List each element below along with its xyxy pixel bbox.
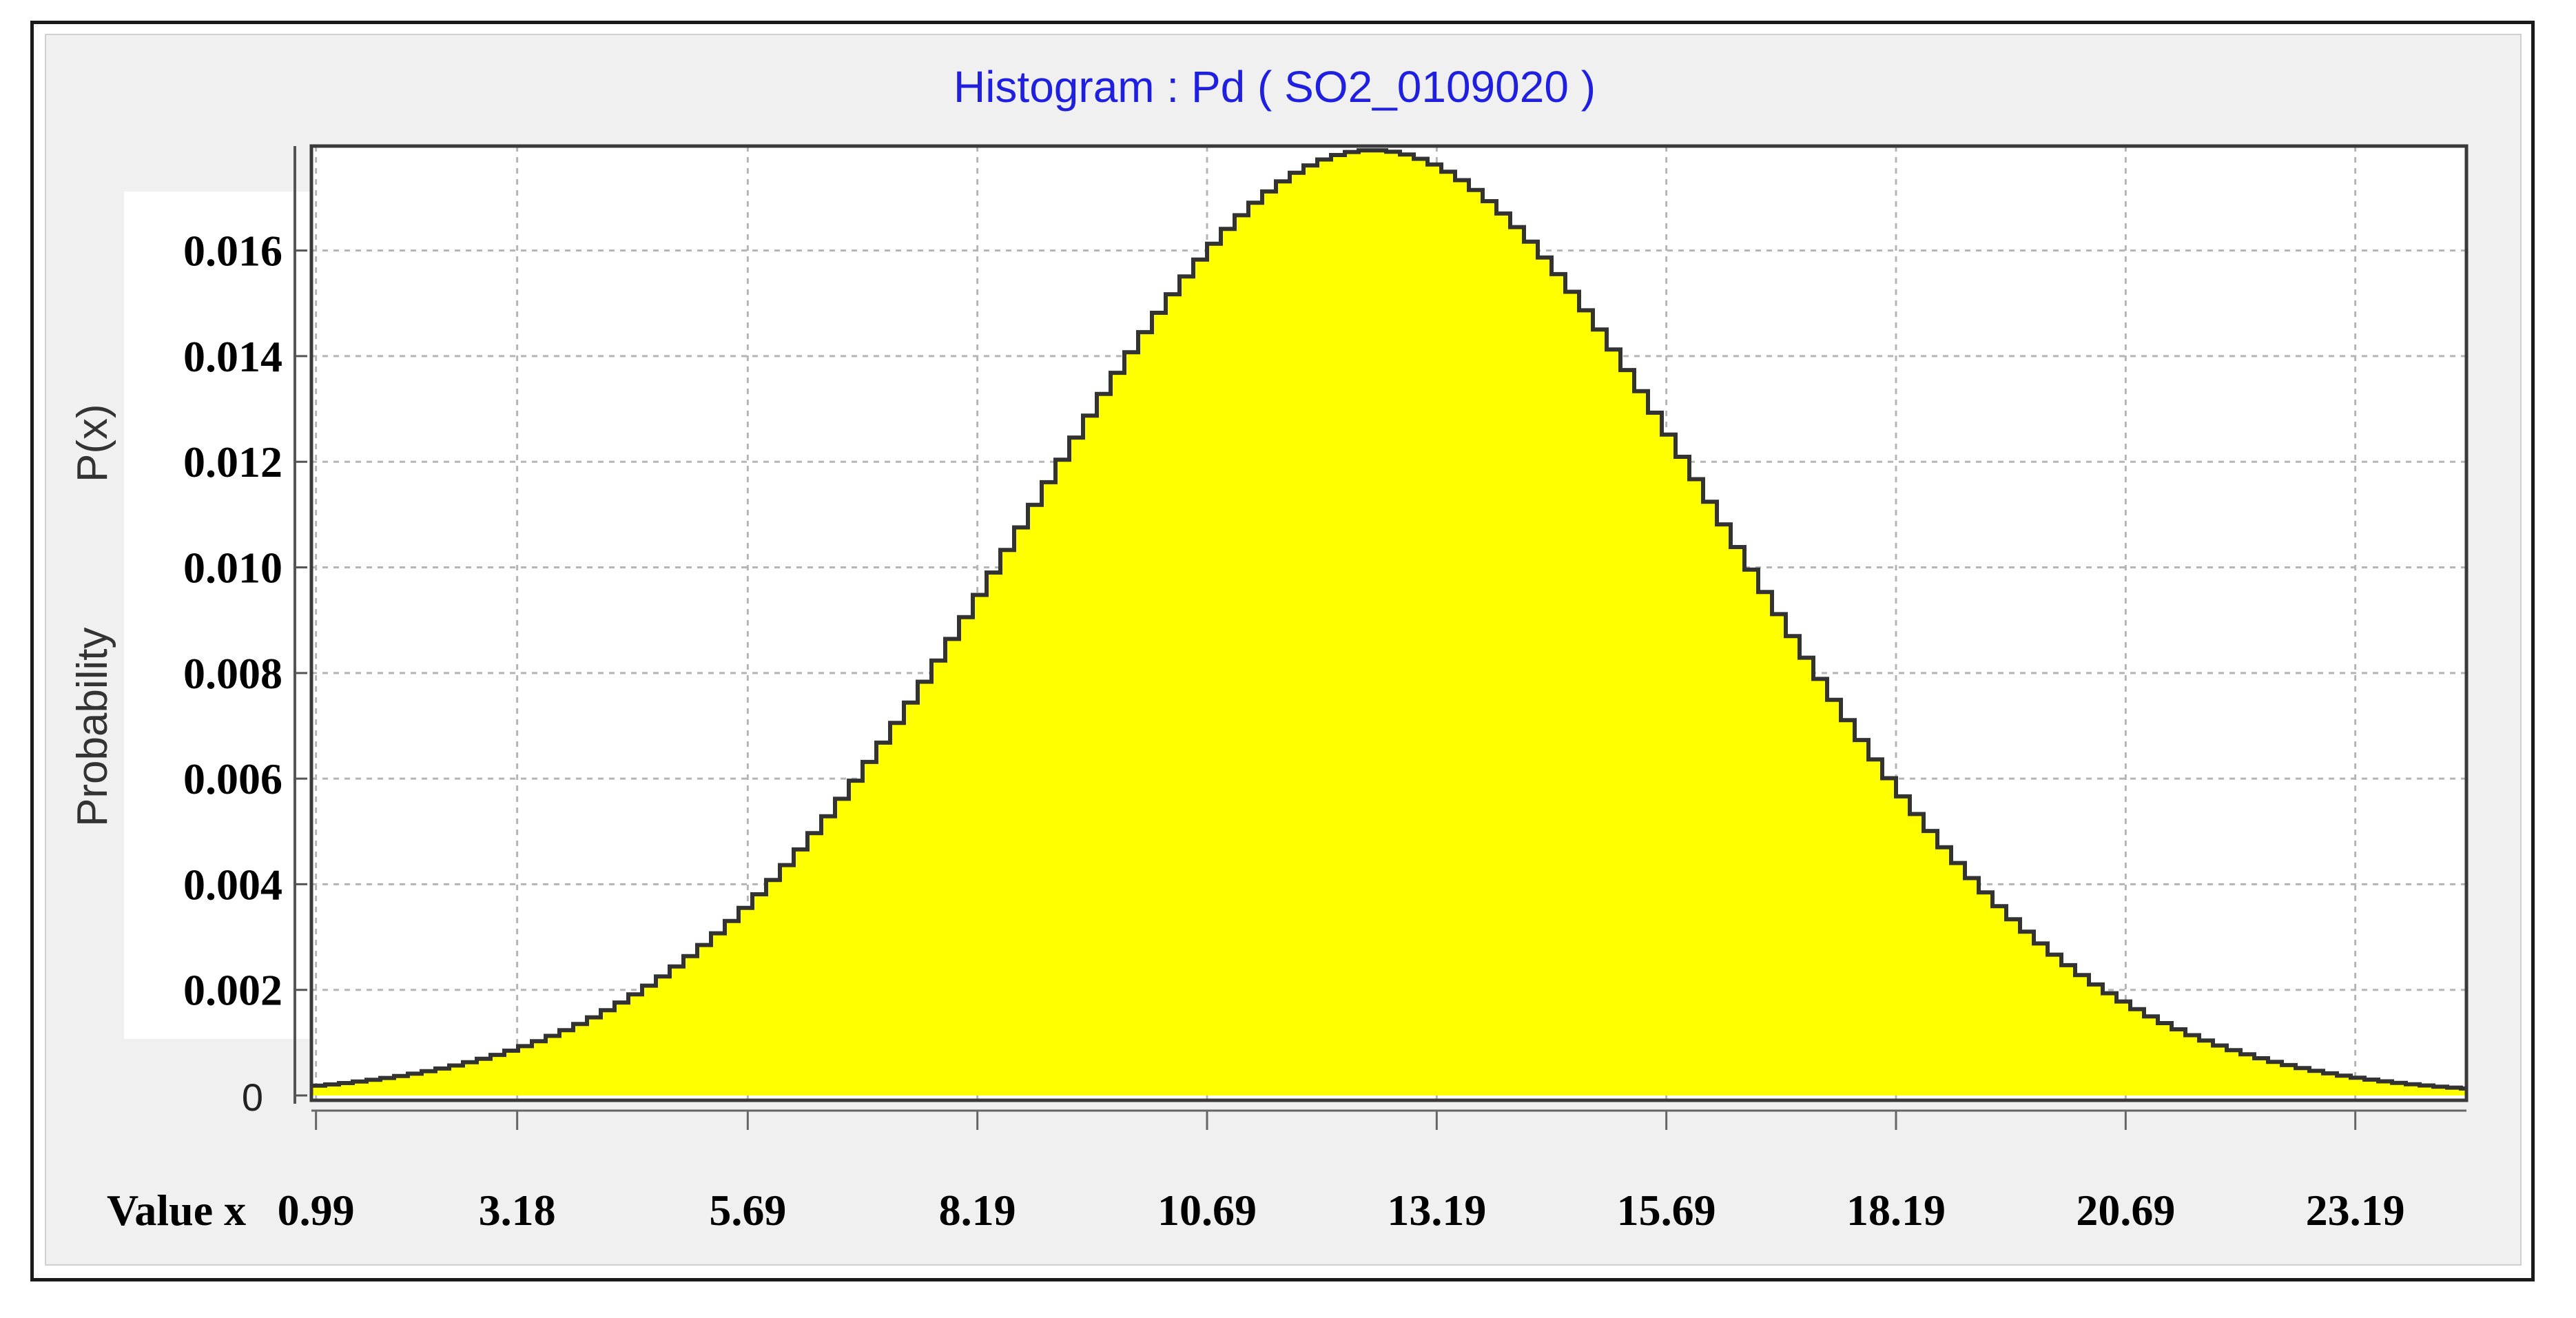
- histogram-outline: [311, 148, 2466, 1091]
- y-axis-label-background: [124, 192, 324, 1039]
- y-tick-label: 0.014: [183, 332, 282, 381]
- x-axis-label: Value x: [107, 1186, 246, 1235]
- y-tick-label: 0.010: [183, 544, 282, 593]
- histogram-area: [311, 150, 2466, 1096]
- y-tick-label: 0.016: [183, 227, 282, 276]
- chart-title: Histogram : Pd ( SO2_0109020 ): [954, 62, 1596, 112]
- y-tick-label: 0.002: [183, 966, 282, 1015]
- y-axis-label-px: P(x): [69, 404, 116, 482]
- x-tick-label: 23.19: [2306, 1186, 2405, 1235]
- y-tick-label: 0.004: [183, 860, 282, 909]
- x-tick-label: 3.18: [479, 1186, 556, 1235]
- x-tick-label: 8.19: [939, 1186, 1016, 1235]
- x-tick-label: 20.69: [2076, 1186, 2175, 1235]
- x-tick-label: 0.99: [278, 1186, 355, 1235]
- plot-border: [309, 144, 2469, 1102]
- y-tick-label: 0.012: [183, 437, 282, 486]
- y-tick-label: 0.008: [183, 649, 282, 698]
- x-tick-label: 10.69: [1157, 1186, 1257, 1235]
- x-tick-label: 15.69: [1617, 1186, 1716, 1235]
- y-axis-ticks: 0 0.002 0.004 0.006 0.008 0.010 0.012 0.014 0.01…: [183, 227, 307, 1119]
- y-tick-label: 0: [242, 1075, 263, 1119]
- x-axis-ticks: 0.99 3.18 5.69 8.19 10.69 13.19 15.69 18.19 20.6…: [278, 1111, 2405, 1235]
- x-tick-label: 5.69: [709, 1186, 786, 1235]
- y-tick-label: 0.006: [183, 754, 282, 803]
- x-tick-label: 13.19: [1387, 1186, 1486, 1235]
- y-axis-label-probability: Probability: [69, 628, 116, 827]
- x-tick-label: 18.19: [1846, 1186, 1946, 1235]
